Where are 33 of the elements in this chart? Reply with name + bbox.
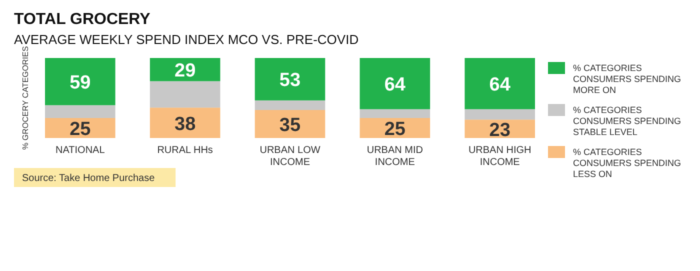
bar: [254, 110, 326, 138]
bar: [254, 100, 326, 110]
bar: [254, 58, 326, 100]
chart-title: TOTAL GROCERY: [14, 11, 151, 28]
data-label: 59: [70, 72, 91, 94]
data-label: 38: [174, 114, 196, 135]
bar: [360, 58, 430, 110]
source-note: Source: Take Home Purchase: [22, 173, 156, 184]
data-label: 64: [384, 74, 406, 96]
legend-label: % CATEGORIES CONSUMERS SPENDING STABLE LEVEL: [573, 105, 682, 137]
legend-label: % CATEGORIES CONSUMERS SPENDING LESS ON: [573, 147, 682, 179]
bar: [45, 105, 116, 118]
data-label: 35: [279, 115, 301, 136]
data-label: 64: [489, 74, 511, 96]
x-tick-label: URBAN MID INCOME: [366, 145, 423, 168]
bar: [150, 81, 220, 108]
data-label: 29: [174, 60, 196, 82]
chart-subtitle: AVERAGE WEEKLY SPEND INDEX MCO VS. PRE-COVID: [14, 32, 359, 47]
bar: [464, 58, 535, 110]
bar: [464, 109, 535, 120]
bar: [45, 58, 116, 106]
data-label: 25: [70, 119, 92, 140]
x-tick-label: URBAN HIGH INCOME: [468, 145, 532, 168]
data-label: 53: [279, 70, 301, 92]
legend-label: % CATEGORIES CONSUMERS SPENDING MORE ON: [573, 63, 682, 95]
y-axis-title: % GROCERY CATEGORIES: [21, 46, 30, 150]
bar: [360, 109, 430, 118]
data-label: 23: [489, 120, 510, 141]
bar: [150, 108, 220, 138]
data-label: 25: [384, 119, 406, 140]
x-tick-label: NATIONAL: [56, 145, 106, 156]
x-tick-label: RURAL HHs: [157, 145, 213, 156]
x-tick-label: URBAN LOW INCOME: [260, 145, 321, 168]
